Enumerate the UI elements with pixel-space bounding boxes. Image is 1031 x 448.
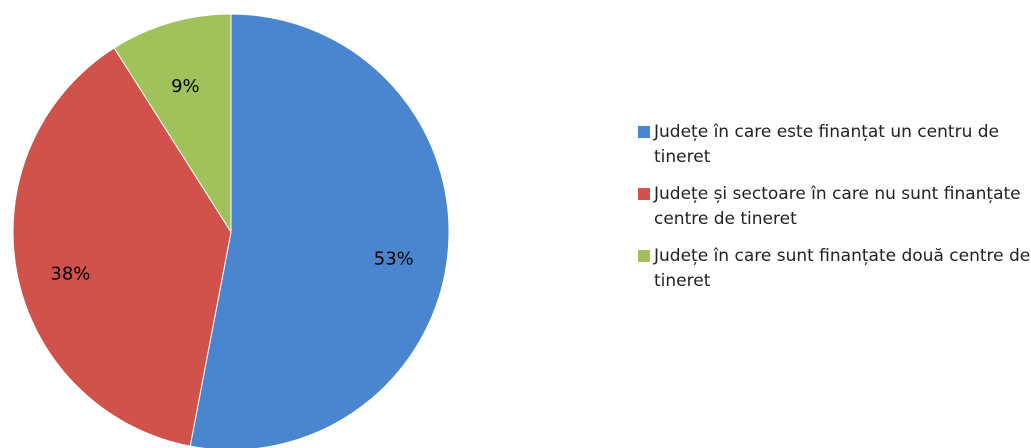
legend-label: Județe și sectoare în care nu sunt finan… bbox=[654, 184, 1021, 229]
pie-slice bbox=[113, 13, 232, 234]
legend-item: Județe în care sunt finanțate două centr… bbox=[638, 244, 1031, 294]
slice-label: 53% bbox=[374, 248, 414, 269]
pie-area: 53% 38% 9% bbox=[12, 13, 450, 448]
legend-swatch bbox=[638, 188, 650, 200]
legend-item: Județe și sectoare în care nu sunt finan… bbox=[638, 182, 1031, 232]
pie-slice bbox=[12, 47, 232, 447]
slice-label: 9% bbox=[171, 76, 200, 97]
pie-slice bbox=[189, 13, 450, 448]
legend-swatch bbox=[638, 250, 650, 262]
legend: Județe în care este finanțat un centru d… bbox=[638, 120, 1031, 306]
slice-label: 38% bbox=[50, 264, 90, 285]
legend-item: Județe în care este finanțat un centru d… bbox=[638, 120, 1031, 170]
legend-label: Județe în care sunt finanțate două centr… bbox=[654, 246, 1031, 291]
legend-label: Județe în care este finanțat un centru d… bbox=[654, 122, 999, 167]
legend-swatch bbox=[638, 126, 650, 138]
